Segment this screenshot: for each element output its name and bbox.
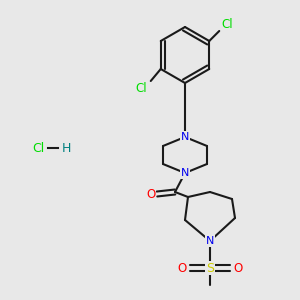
Text: Cl: Cl [221,19,233,32]
Text: Cl: Cl [32,142,44,154]
Text: O: O [233,262,243,275]
Text: O: O [146,188,156,200]
Text: N: N [181,132,189,142]
Text: S: S [206,262,214,275]
Text: Cl: Cl [135,82,147,95]
Text: N: N [181,168,189,178]
Text: O: O [177,262,187,275]
Text: N: N [206,236,214,246]
Text: H: H [61,142,71,154]
